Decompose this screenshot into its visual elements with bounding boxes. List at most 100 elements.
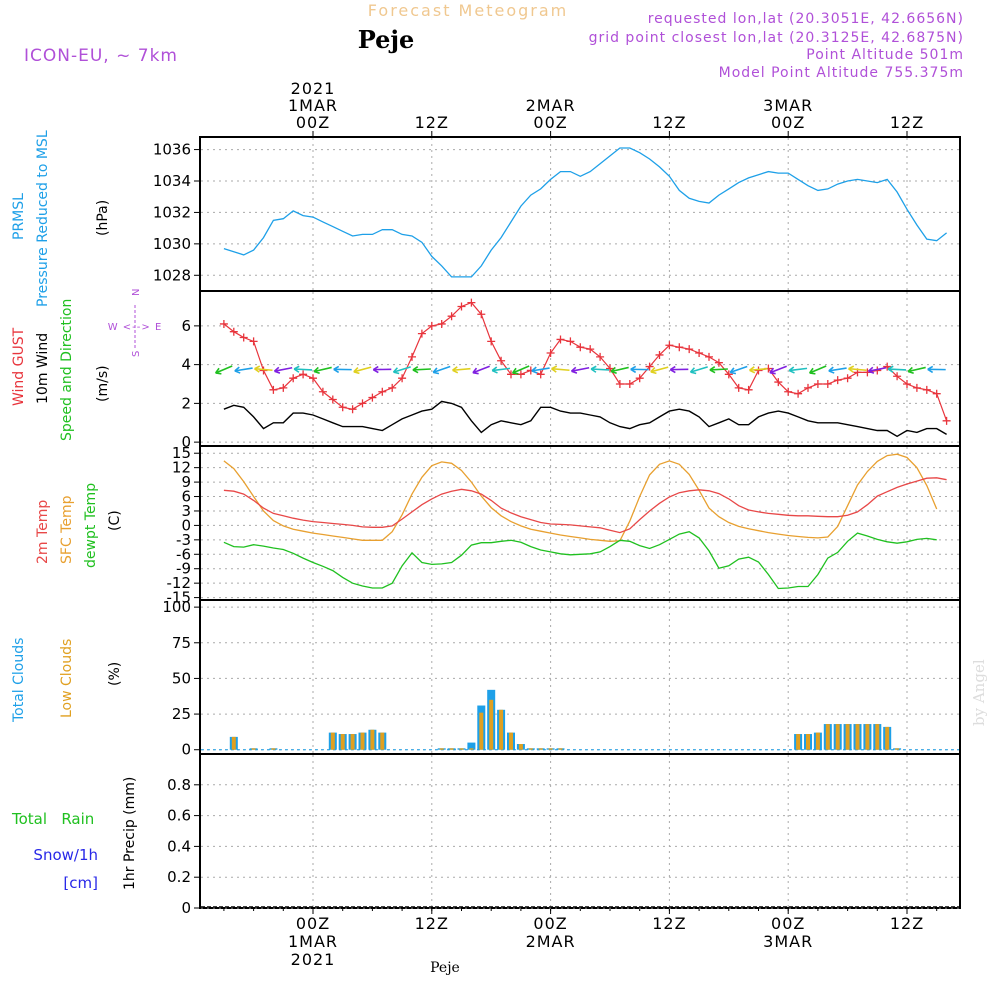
wind-arrow-head [254, 365, 261, 373]
y-tick-label: -12 [167, 574, 192, 592]
wind-direction-arrow [650, 366, 669, 375]
gust-marker [705, 352, 713, 361]
wind-compass-icon: W <--> E N S [108, 289, 162, 357]
y-tick-label: 100 [162, 598, 191, 616]
bottom-time-label: 12Z [652, 914, 686, 933]
gust-marker [932, 389, 941, 398]
wind-arrow-head [590, 365, 597, 373]
gust-marker [813, 380, 822, 388]
gust-marker [338, 403, 347, 412]
top-time-label: 1MAR [288, 96, 338, 115]
low-cloud-bar [469, 748, 474, 750]
gust-marker [299, 370, 308, 379]
prmsl-label: PRMSL [11, 193, 27, 240]
top-time-label: 00Z [533, 113, 567, 132]
wind-arrow-shaft [690, 366, 708, 373]
y-tick-label: 1034 [153, 172, 191, 190]
gust-marker [714, 358, 723, 367]
top-time-label: 12Z [415, 113, 449, 132]
wind-direction-arrow [669, 365, 689, 374]
wind-arrow-shaft [412, 368, 431, 371]
gust-marker [289, 374, 298, 383]
gust-marker [408, 352, 416, 361]
wind10-line [223, 400, 947, 438]
top-time-label: 2021 [291, 79, 336, 98]
wind-arrow-head [867, 366, 875, 374]
gust-marker [507, 370, 515, 379]
wind-arrow-head [412, 366, 419, 374]
low-cloud-bar [815, 732, 820, 750]
y-tick-label: 1032 [153, 203, 191, 221]
wind-arrow-shaft [729, 365, 748, 374]
gust-marker [675, 343, 684, 352]
gust-marker [695, 349, 704, 357]
wind-direction-arrow [828, 366, 847, 374]
wind-arrow-shaft [828, 367, 847, 372]
bottom-time-label: 00Z [296, 914, 330, 933]
low-cloud-bar [509, 732, 513, 750]
wind-arrow-head [709, 366, 716, 374]
sfc-temp-line [223, 453, 938, 542]
gust-marker [249, 337, 258, 346]
low-cloud-bar [350, 734, 355, 750]
wind-arrow-head [887, 365, 894, 373]
dewpt-line [223, 531, 937, 590]
low-cloud-bar [449, 748, 454, 750]
wind-arrow-head [927, 365, 934, 374]
wind-arrow-head [432, 367, 440, 375]
wind-gust-label: Wind GUST [11, 327, 27, 406]
prmsl-long-label: Pressure Reduced to MSL [35, 130, 51, 307]
wind-arrow-shaft [215, 365, 233, 374]
dewpt-label: dewpt Temp [83, 483, 99, 568]
wind-arrow-head [273, 366, 281, 374]
wind-unit: (m/s) [95, 365, 111, 402]
wind-direction-arrow [590, 365, 610, 373]
bottom-time-label: 1MAR [288, 932, 338, 951]
wind-direction-arrow [610, 366, 629, 375]
gust-marker [843, 374, 852, 383]
model-altitude: Model Point Altitude 755.375m [719, 65, 964, 81]
low-cloud-bar [825, 724, 830, 750]
gust-marker [942, 416, 951, 425]
wind-direction-arrow [214, 365, 233, 375]
wind-arrow-shaft [650, 366, 669, 373]
y-tick-label: 12 [172, 459, 191, 477]
y-tick-label: 1028 [153, 266, 191, 284]
wind-direction-arrow [333, 365, 352, 374]
plot-frame [199, 136, 961, 909]
top-time-label: 00Z [771, 113, 805, 132]
compass-n: N [131, 289, 142, 296]
wind-arrow-head [313, 366, 320, 375]
low-cloud-bar [439, 748, 444, 750]
wind-arrow-shaft [274, 366, 293, 372]
wind-arrow-shaft [571, 366, 590, 372]
wind-direction-arrow [808, 365, 827, 375]
y-tick-label: 9 [181, 473, 191, 491]
cloud-unit: (%) [107, 662, 123, 686]
snow-label: Snow/1h [33, 846, 98, 864]
y-tick-label: 50 [172, 669, 191, 687]
point-altitude: Point Altitude 501m [806, 47, 964, 63]
low-cloud-bar [855, 724, 860, 750]
temp2m-line [223, 477, 947, 534]
gust-marker [368, 393, 377, 402]
gust-marker [447, 312, 456, 321]
gust-marker [685, 345, 694, 354]
bottom-time-label: 2021 [291, 950, 336, 969]
wind-arrow-head [392, 367, 400, 375]
wind-direction-arrow [491, 366, 511, 374]
pressure-unit: (hPa) [95, 200, 111, 236]
total-clouds-label: Total Clouds [11, 638, 27, 723]
bottom-time-label: 12Z [890, 914, 924, 933]
y-tick-label: 0.6 [167, 807, 191, 825]
gust-marker [823, 380, 832, 388]
y-tick-label: 3 [181, 502, 191, 520]
low-cloud-bar [528, 748, 533, 750]
station-title: Peje [358, 25, 415, 54]
wind-arrow-shaft [353, 366, 372, 373]
gust-marker [467, 298, 476, 307]
wind-arrow-head [729, 367, 737, 375]
y-tick-label: -3 [176, 531, 191, 549]
wind-arrow-shaft [591, 368, 610, 371]
wind-arrow-head [333, 365, 340, 374]
